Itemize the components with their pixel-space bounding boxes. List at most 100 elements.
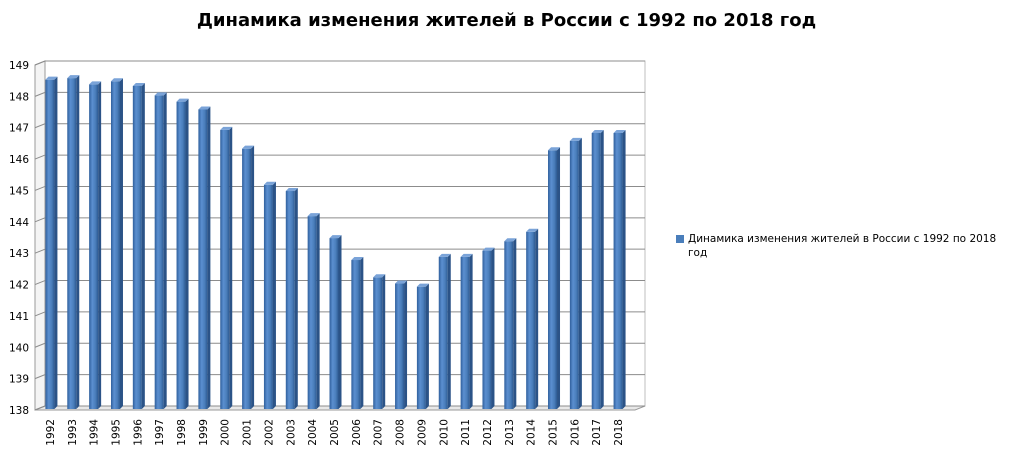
bar-front	[373, 277, 383, 409]
bar	[307, 213, 320, 409]
bar-top	[263, 181, 276, 185]
bar-top	[395, 280, 408, 284]
bar-front	[504, 241, 514, 409]
bar-front	[548, 150, 558, 409]
y-tick-label: 147	[9, 123, 29, 135]
bar-top	[569, 137, 582, 141]
y-axis-ticks: 138 139 140 141 142 143 144 145 146 147 148 149	[9, 60, 29, 417]
bar	[504, 238, 517, 409]
bar-front	[416, 286, 426, 409]
bar	[220, 126, 233, 409]
y-tick-label: 140	[9, 342, 29, 354]
y-tick-label: 145	[9, 185, 29, 197]
bar-top	[220, 126, 233, 130]
x-tick-label: 2011	[460, 419, 472, 446]
y-tick-label: 149	[9, 60, 29, 72]
legend-swatch	[676, 235, 684, 243]
gridline-depth	[34, 342, 46, 348]
bar-top	[351, 257, 364, 261]
x-tick-label: 2000	[220, 419, 232, 446]
gridline-depth	[34, 217, 46, 223]
bar-front	[482, 250, 492, 409]
bar-top	[526, 228, 539, 232]
bar-top	[132, 82, 145, 86]
bar-top	[329, 235, 342, 239]
y-tick-label: 139	[9, 374, 29, 386]
back-wall	[44, 60, 646, 407]
bar	[526, 228, 539, 409]
x-tick-label: 2003	[285, 419, 297, 446]
x-tick-label: 1995	[110, 419, 122, 446]
legend-label: Динамика изменения жителей в России с 19…	[688, 233, 997, 259]
bar	[154, 92, 167, 409]
x-tick-label: 2002	[263, 419, 275, 446]
x-tick-label: 2009	[416, 419, 428, 446]
bar-side	[98, 81, 102, 410]
x-tick-label: 2016	[569, 419, 581, 446]
bar-side	[185, 98, 189, 410]
bar	[329, 235, 342, 409]
bar-top	[67, 75, 80, 79]
bar-side	[119, 78, 123, 409]
y-tick-label: 143	[9, 248, 29, 260]
chart-walls	[34, 60, 646, 411]
bar-side	[76, 75, 80, 409]
bar-top	[416, 283, 429, 287]
bar-front	[176, 101, 186, 410]
bar-side	[382, 274, 386, 409]
y-tick-label: 138	[9, 405, 29, 417]
bar-front	[526, 231, 536, 409]
x-tick-label: 2006	[351, 419, 363, 446]
bar-front	[460, 256, 470, 409]
bar	[67, 75, 80, 409]
bar-front	[395, 283, 405, 409]
bar-front	[242, 148, 252, 409]
bar-side	[425, 283, 429, 409]
bar-top	[373, 274, 386, 278]
bar	[548, 147, 561, 409]
x-tick-label: 2012	[482, 419, 494, 446]
bar-side	[622, 130, 626, 409]
bar-front	[132, 85, 142, 410]
x-tick-label: 1998	[176, 419, 188, 446]
x-tick-label: 2017	[591, 419, 603, 446]
bar	[45, 76, 58, 409]
x-tick-label: 2001	[242, 419, 254, 446]
bar-top	[89, 81, 102, 85]
bar	[373, 274, 386, 409]
bar-top	[45, 76, 58, 80]
bar-front	[351, 260, 361, 409]
bar-top	[504, 238, 517, 242]
bar-top	[154, 92, 167, 96]
gridline-depth	[34, 248, 46, 254]
bar-front	[329, 238, 339, 409]
bar-front	[45, 79, 55, 409]
bar-side	[207, 106, 211, 410]
gridline-depth	[34, 60, 46, 66]
bar-top	[285, 188, 298, 192]
gridline-depth	[34, 185, 46, 191]
bar-side	[141, 82, 145, 410]
bar	[242, 145, 255, 409]
bar	[351, 257, 364, 409]
bar-top	[242, 145, 255, 149]
bar-top	[198, 106, 211, 110]
x-tick-label: 2007	[373, 419, 385, 446]
bar-top	[307, 213, 320, 217]
bar-side	[513, 238, 517, 409]
gridline-depth	[34, 280, 46, 286]
y-tick-label: 148	[9, 91, 29, 103]
bar-side	[272, 181, 276, 409]
bar	[110, 78, 123, 409]
y-tick-label: 144	[9, 217, 29, 229]
bar-side	[360, 257, 364, 409]
bar-top	[438, 253, 451, 257]
bar-top	[548, 147, 561, 151]
bar-top	[176, 98, 189, 102]
bar-front	[613, 133, 623, 409]
bar-front	[67, 78, 77, 409]
bar-front	[591, 133, 601, 409]
bar	[591, 130, 604, 409]
bar-front	[154, 95, 164, 409]
